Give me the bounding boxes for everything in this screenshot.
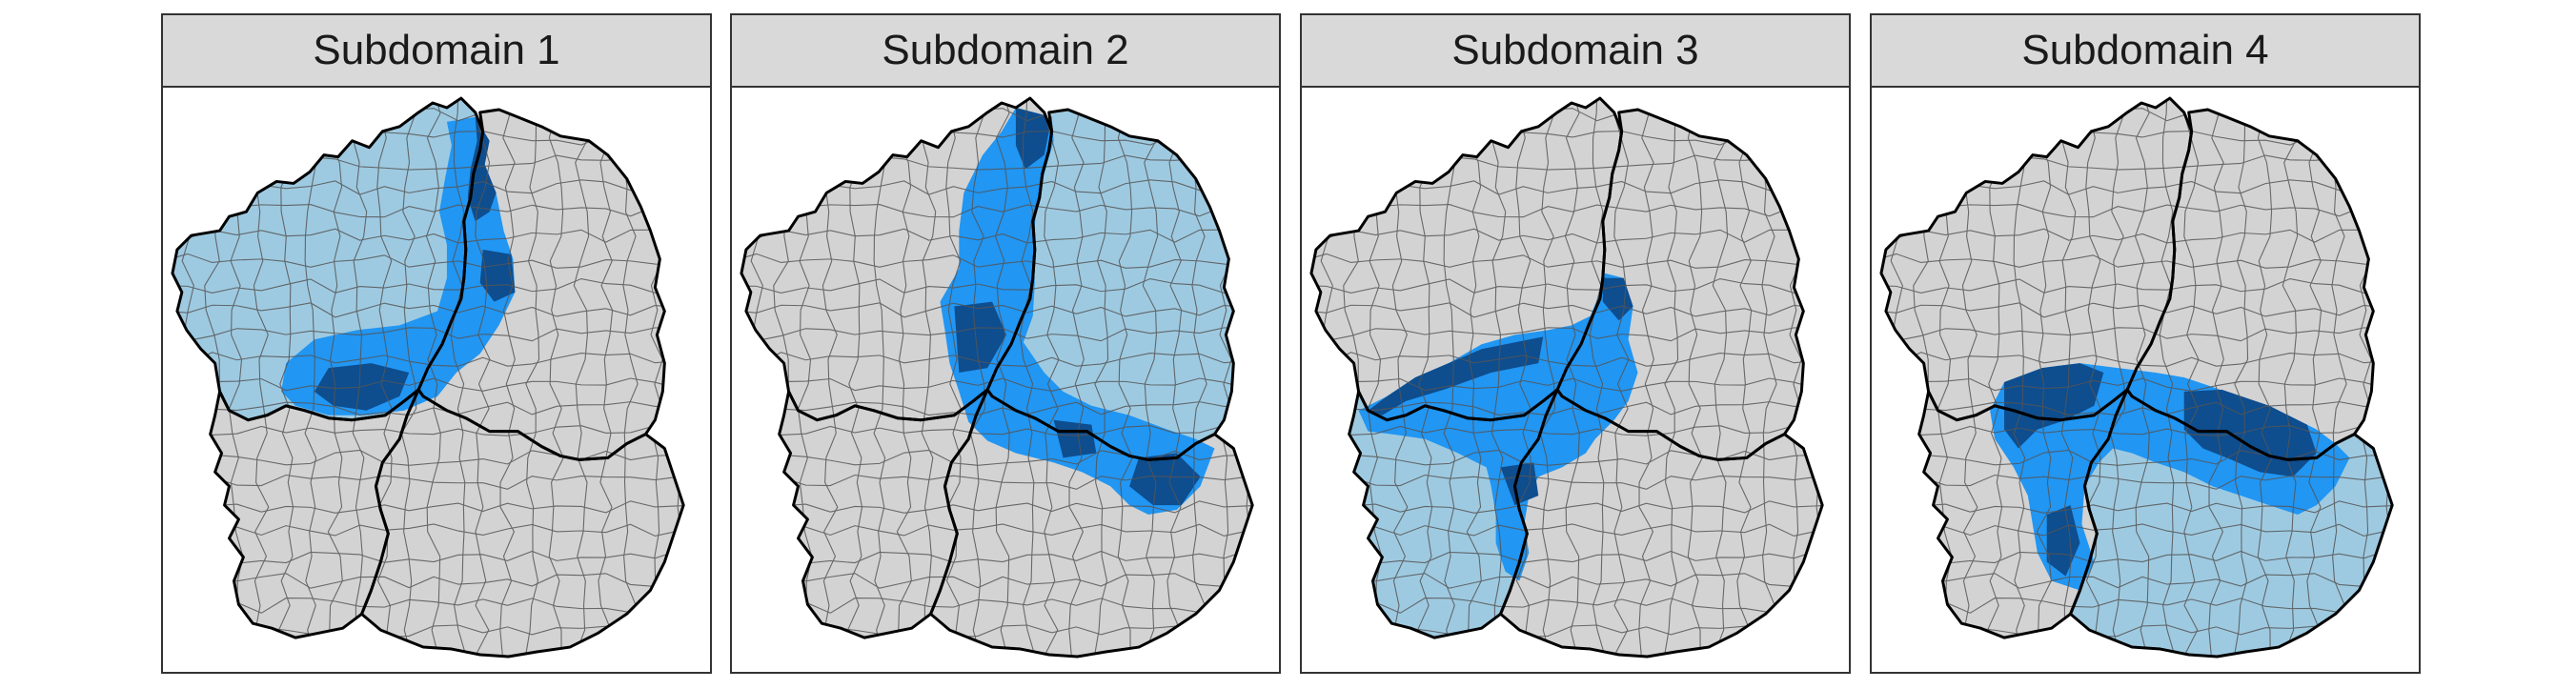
boundary-band-dark: [2004, 363, 2317, 577]
boundary-band-mid: [281, 116, 516, 415]
province-se: [361, 389, 684, 657]
facet-title-4: Subdomain 4: [1872, 15, 2419, 88]
map-1: [163, 88, 710, 672]
map-svg-4: [1879, 96, 2394, 659]
boundary-band-mid: [940, 107, 1215, 516]
map-svg-3: [1309, 96, 1824, 659]
facet-panel-4: Subdomain 4: [1870, 13, 2421, 674]
boundary-band-mid: [1358, 273, 1638, 581]
map-3: [1302, 88, 1849, 672]
province-se: [1500, 389, 1823, 657]
facet-panel-1: Subdomain 1: [161, 13, 712, 674]
boundary-band-dark: [1368, 277, 1633, 506]
facet-title-1: Subdomain 1: [163, 15, 710, 88]
province-outline-se: [360, 388, 685, 659]
facet-panel-3: Subdomain 3: [1300, 13, 1851, 674]
province-outline-se: [929, 388, 1254, 659]
facet-title-3: Subdomain 3: [1302, 15, 1849, 88]
facet-title-2: Subdomain 2: [732, 15, 1279, 88]
map-4: [1872, 88, 2419, 672]
boundary-band-dark: [954, 107, 1201, 506]
province-sw: [210, 389, 419, 638]
province-nw: [1880, 98, 2192, 420]
province-outline-se: [2069, 388, 2394, 659]
province-ne: [2127, 109, 2374, 460]
province-sw: [779, 389, 988, 638]
map-2: [732, 88, 1279, 672]
province-ne: [987, 109, 1234, 460]
map-svg-2: [740, 96, 1254, 659]
map-svg-1: [171, 96, 685, 659]
province-se: [930, 389, 1253, 657]
province-outline-se: [1499, 388, 1824, 659]
facet-panel-2: Subdomain 2: [730, 13, 1281, 674]
